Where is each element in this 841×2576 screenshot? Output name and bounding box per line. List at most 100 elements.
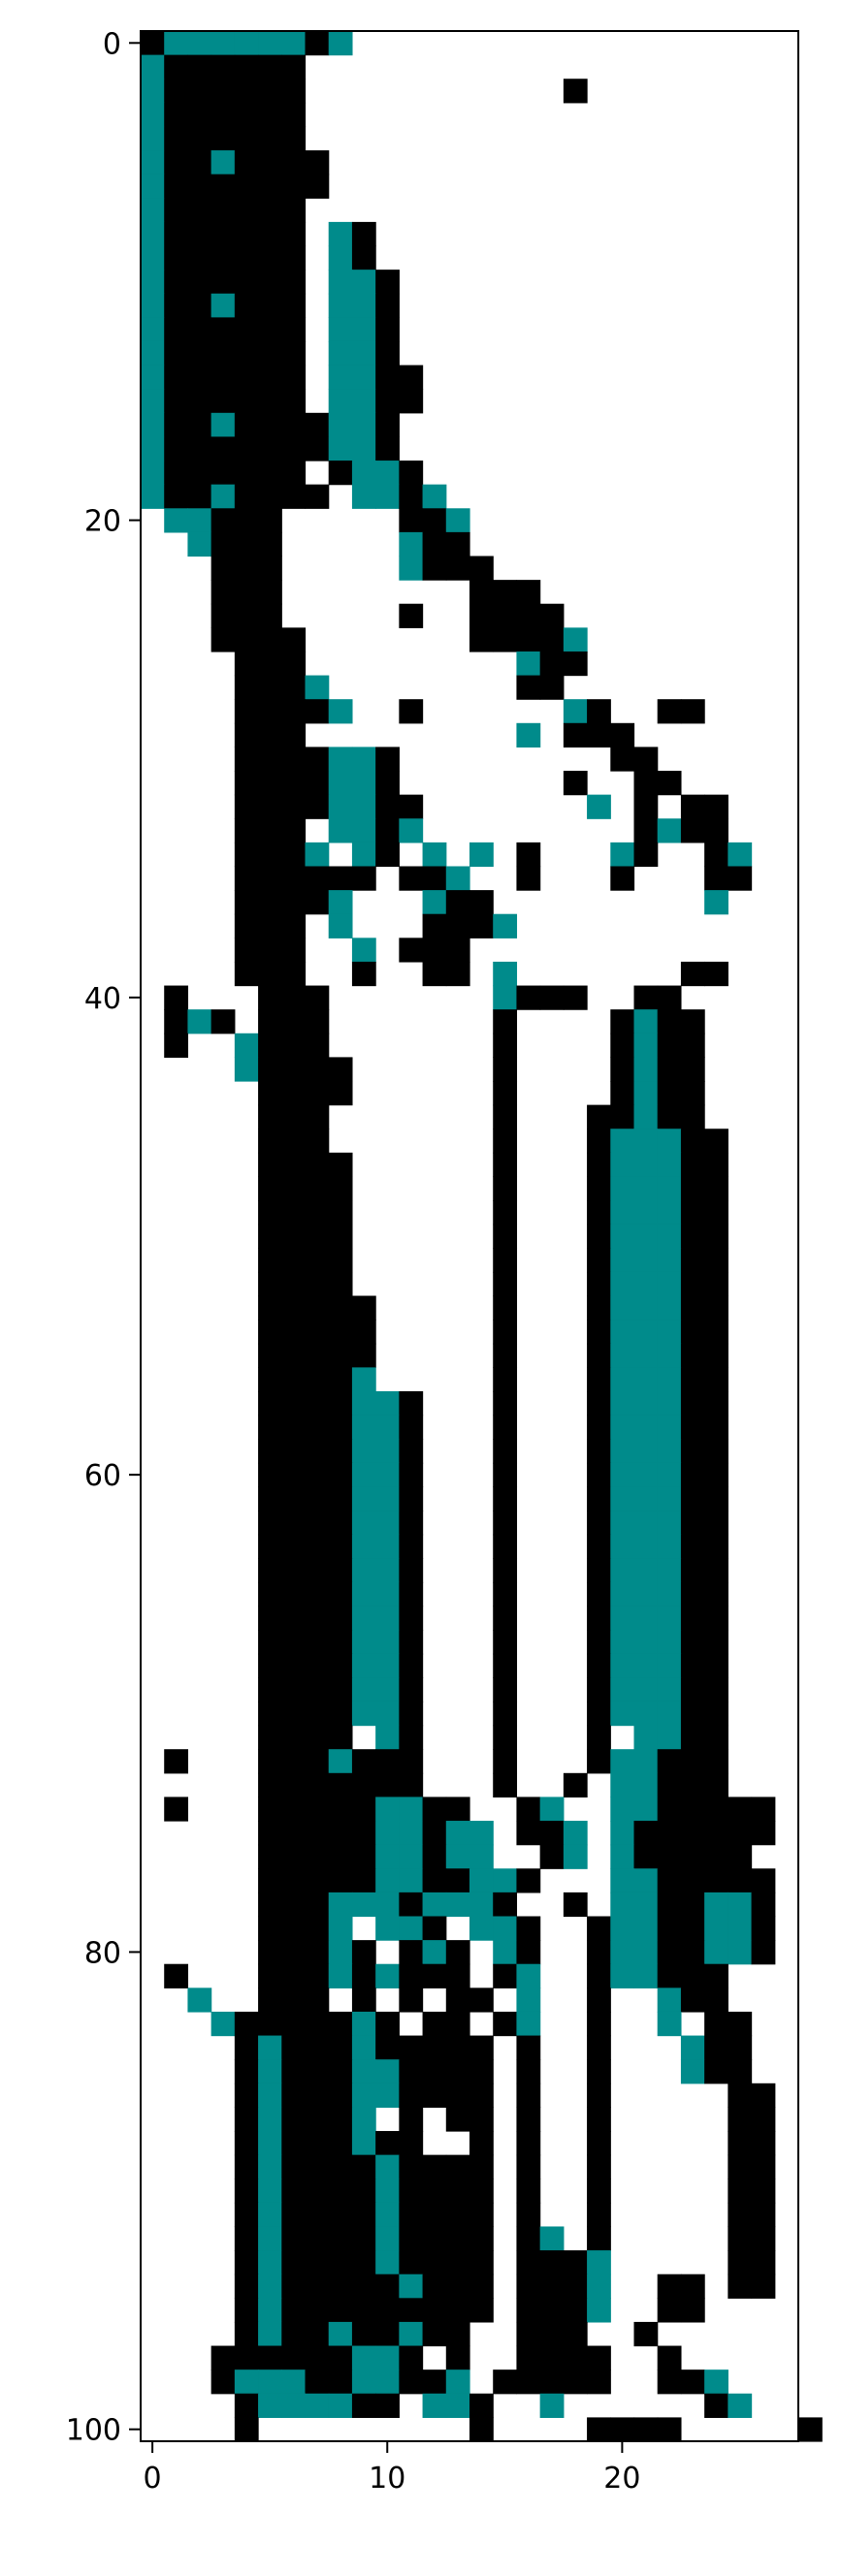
heatmap-cell bbox=[187, 531, 212, 557]
heatmap-cell bbox=[281, 913, 307, 938]
heatmap-cell bbox=[375, 1462, 400, 1488]
heatmap-cell bbox=[141, 340, 165, 366]
heatmap-cell bbox=[704, 1415, 728, 1440]
heatmap-cell bbox=[375, 2345, 400, 2370]
heatmap-cell bbox=[563, 985, 588, 1010]
heatmap-cell bbox=[258, 2321, 282, 2347]
heatmap-cell bbox=[187, 317, 212, 342]
heatmap-cell bbox=[422, 938, 447, 963]
heatmap-cell bbox=[751, 2083, 776, 2108]
heatmap-cell bbox=[657, 985, 682, 1010]
heatmap-cell bbox=[633, 1462, 659, 1488]
heatmap-cell bbox=[563, 1892, 588, 1918]
heatmap-cell bbox=[351, 1868, 376, 1893]
heatmap-cell bbox=[751, 2178, 776, 2204]
heatmap-cell bbox=[680, 1343, 705, 1368]
heatmap-cell bbox=[445, 1892, 470, 1918]
heatmap-cell bbox=[351, 317, 376, 342]
heatmap-cell bbox=[680, 1439, 705, 1464]
heatmap-cell bbox=[234, 2345, 259, 2370]
heatmap-cell bbox=[399, 2059, 424, 2084]
heatmap-cell bbox=[281, 866, 307, 891]
heatmap-cell bbox=[305, 150, 330, 175]
heatmap-cell bbox=[210, 484, 236, 509]
heatmap-cell bbox=[704, 1152, 728, 1178]
heatmap-cell bbox=[657, 1486, 682, 1511]
heatmap-cell bbox=[281, 890, 307, 915]
heatmap-cell bbox=[305, 2131, 330, 2156]
heatmap-cell bbox=[281, 2393, 307, 2418]
heatmap-cell bbox=[469, 2131, 494, 2156]
heatmap-cell bbox=[258, 1152, 282, 1178]
heatmap-cell bbox=[210, 365, 236, 390]
heatmap-cell bbox=[258, 1271, 282, 1297]
heatmap-cell bbox=[234, 389, 259, 414]
heatmap-cell bbox=[281, 1057, 307, 1082]
heatmap-cell bbox=[375, 1916, 400, 1941]
heatmap-cell bbox=[657, 771, 682, 796]
heatmap-cell bbox=[493, 1462, 518, 1488]
heatmap-cell bbox=[281, 1343, 307, 1368]
heatmap-cell bbox=[493, 1772, 518, 1798]
heatmap-cell bbox=[563, 699, 588, 724]
heatmap-cell bbox=[234, 340, 259, 366]
heatmap-cell bbox=[399, 508, 424, 533]
heatmap-cell bbox=[234, 556, 259, 581]
heatmap-cell bbox=[445, 2345, 470, 2370]
heatmap-cell bbox=[728, 1892, 753, 1918]
heatmap-cell bbox=[680, 1200, 705, 1225]
heatmap-cell bbox=[728, 2011, 753, 2037]
heatmap-cell bbox=[328, 1534, 353, 1559]
heatmap-cell bbox=[563, 2250, 588, 2275]
heatmap-cell bbox=[328, 1868, 353, 1893]
heatmap-cell bbox=[633, 1844, 659, 1869]
heatmap-cell bbox=[351, 1390, 376, 1416]
heatmap-cell bbox=[469, 2298, 494, 2323]
heatmap-cell bbox=[633, 747, 659, 772]
heatmap-cell bbox=[305, 2250, 330, 2275]
heatmap-cell bbox=[610, 1581, 635, 1607]
heatmap-cell bbox=[633, 1749, 659, 1774]
heatmap-cell bbox=[516, 2178, 541, 2204]
heatmap-cell bbox=[469, 2154, 494, 2179]
heatmap-cell bbox=[704, 1367, 728, 1392]
heatmap-cell bbox=[351, 2154, 376, 2179]
heatmap-cell bbox=[281, 1892, 307, 1918]
heatmap-cell bbox=[704, 1390, 728, 1416]
heatmap-cell bbox=[610, 1129, 635, 1154]
heatmap-cell bbox=[281, 1390, 307, 1416]
heatmap-cell bbox=[375, 2226, 400, 2251]
heatmap-cell bbox=[328, 436, 353, 461]
heatmap-cell bbox=[657, 1868, 682, 1893]
heatmap-cell bbox=[210, 198, 236, 223]
heatmap-cell bbox=[445, 508, 470, 533]
heatmap-cell bbox=[445, 1963, 470, 1988]
heatmap-cell bbox=[328, 913, 353, 938]
heatmap-cell bbox=[258, 1511, 282, 1536]
heatmap-cell bbox=[234, 2393, 259, 2418]
heatmap-cell bbox=[587, 1701, 611, 1727]
heatmap-cell bbox=[493, 580, 518, 605]
heatmap-cell bbox=[258, 126, 282, 151]
heatmap-cell bbox=[234, 913, 259, 938]
heatmap-cell bbox=[351, 221, 376, 247]
heatmap-cell bbox=[375, 2035, 400, 2060]
heatmap-cell bbox=[281, 1653, 307, 1678]
heatmap-cell bbox=[281, 389, 307, 414]
heatmap-cell bbox=[328, 1630, 353, 1655]
heatmap-cell bbox=[445, 556, 470, 581]
heatmap-cell bbox=[587, 2202, 611, 2228]
heatmap-cell bbox=[258, 1988, 282, 2013]
heatmap-cell bbox=[258, 1295, 282, 1320]
heatmap-cell bbox=[375, 2178, 400, 2204]
heatmap-cell bbox=[164, 1749, 189, 1774]
heatmap-cell bbox=[633, 1940, 659, 1965]
heatmap-cell bbox=[351, 2178, 376, 2204]
heatmap-cell bbox=[587, 2345, 611, 2370]
heatmap-cell bbox=[610, 1630, 635, 1655]
heatmap-cell bbox=[445, 2393, 470, 2418]
heatmap-cell bbox=[328, 1892, 353, 1918]
heatmap-cell bbox=[587, 1439, 611, 1464]
heatmap-cell bbox=[328, 317, 353, 342]
heatmap-cell bbox=[187, 484, 212, 509]
